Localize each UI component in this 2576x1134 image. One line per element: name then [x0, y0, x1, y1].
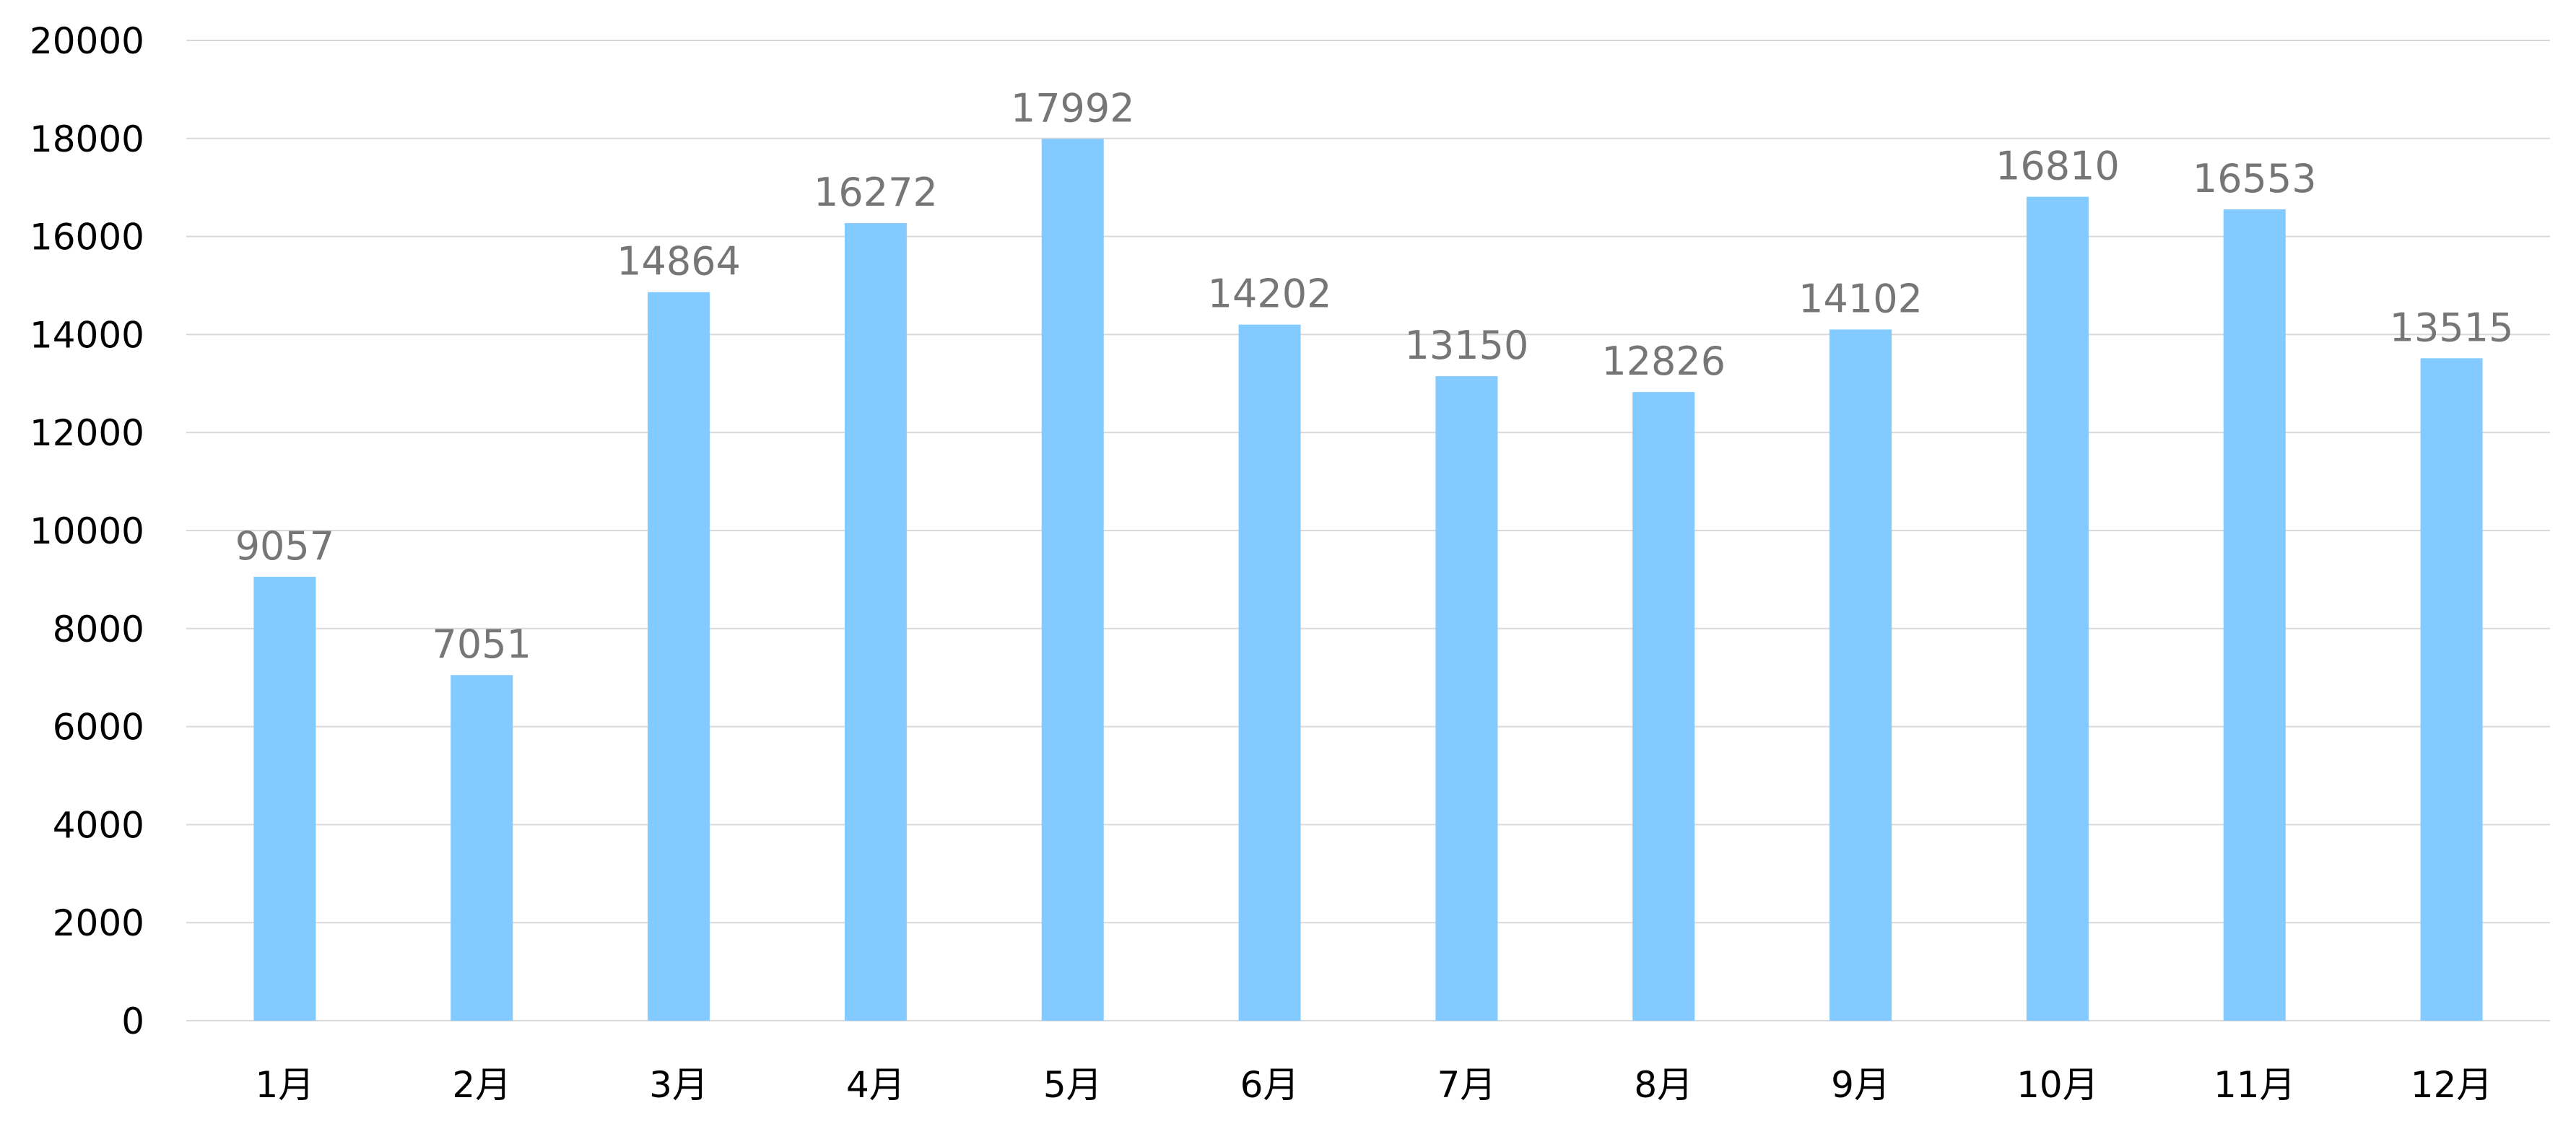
x-tick-label: 5月	[1043, 1064, 1102, 1106]
bars	[253, 139, 2483, 1021]
data-label: 14864	[617, 239, 741, 284]
data-label: 14102	[1798, 276, 1923, 321]
x-tick-label: 11月	[2214, 1064, 2296, 1106]
x-tick-label: 4月	[846, 1064, 905, 1106]
data-label: 16810	[1996, 144, 2120, 189]
y-tick-label: 10000	[30, 510, 144, 552]
y-tick-label: 8000	[53, 609, 144, 650]
y-tick-label: 18000	[30, 118, 144, 160]
x-tick-label: 3月	[649, 1064, 708, 1106]
y-tick-label: 6000	[53, 707, 144, 749]
y-tick-label: 0	[121, 1000, 144, 1042]
data-label: 17992	[1011, 85, 1135, 131]
data-label: 12826	[1601, 339, 1726, 384]
x-tick-label: 2月	[452, 1064, 511, 1106]
bar	[2420, 358, 2483, 1021]
bar	[451, 675, 513, 1021]
bar	[1238, 324, 1301, 1021]
x-axis-ticks: 1月 2月 3月 4月 5月 6月 7月 8月 9月 10月 11月 12月	[256, 1064, 2493, 1106]
data-label: 9057	[235, 523, 334, 569]
data-label: 14202	[1208, 271, 1332, 317]
x-tick-label: 12月	[2411, 1064, 2493, 1106]
y-axis-ticks: 0 2000 4000 6000 8000 10000 12000 14000 16000 180…	[30, 20, 144, 1042]
y-tick-label: 20000	[30, 20, 144, 62]
x-tick-label: 9月	[1831, 1064, 1890, 1106]
x-tick-label: 7月	[1437, 1064, 1497, 1106]
x-tick-label: 1月	[256, 1064, 315, 1106]
bar	[253, 577, 316, 1021]
bar	[1041, 139, 1104, 1021]
data-label: 7051	[432, 621, 531, 667]
data-labels: 9057 7051 14864 16272 17992 14202 13150 12826 14…	[235, 85, 2514, 667]
data-label: 13150	[1405, 323, 1529, 368]
y-tick-label: 12000	[30, 412, 144, 454]
bar	[1632, 392, 1695, 1021]
data-label: 13515	[2390, 305, 2514, 350]
x-tick-label: 6月	[1240, 1064, 1300, 1106]
bar	[844, 223, 907, 1021]
data-label: 16272	[814, 170, 938, 215]
bar	[1435, 376, 1498, 1021]
y-tick-label: 2000	[53, 902, 144, 944]
bar	[1829, 329, 1892, 1021]
x-tick-label: 10月	[2016, 1064, 2099, 1106]
y-tick-label: 4000	[53, 804, 144, 846]
y-tick-label: 16000	[30, 217, 144, 258]
x-tick-label: 8月	[1634, 1064, 1693, 1106]
data-label: 16553	[2193, 156, 2317, 201]
bar	[2223, 209, 2286, 1021]
bar	[2026, 196, 2089, 1021]
gridlines	[186, 40, 2550, 1021]
bar	[648, 292, 710, 1021]
y-tick-label: 14000	[30, 314, 144, 356]
